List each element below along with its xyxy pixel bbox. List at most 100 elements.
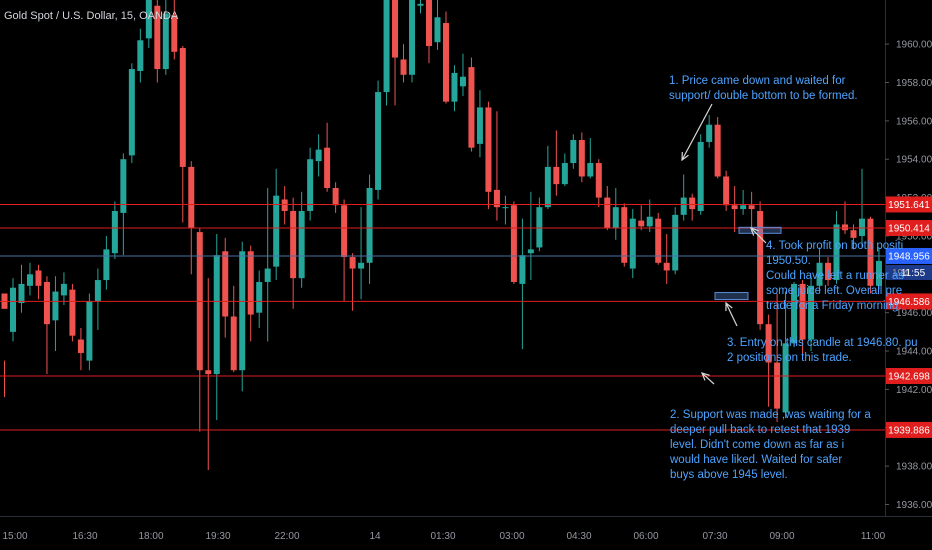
candle-up <box>680 197 687 215</box>
annotation-note-3: 3. Entry on this candle at 1946.80. pu 2… <box>727 337 918 364</box>
candle-up <box>239 251 246 371</box>
candle-down <box>765 324 772 363</box>
candle-down <box>341 205 348 258</box>
candle-up <box>672 214 679 271</box>
x-tick-label: 07:30 <box>702 531 727 542</box>
candle-up <box>120 159 127 213</box>
arrow-note-4 <box>750 227 767 244</box>
candle-down <box>493 189 500 208</box>
candle-up <box>417 3 424 6</box>
candle-up <box>612 207 619 229</box>
candle-down <box>179 47 186 167</box>
candle-up <box>697 141 704 212</box>
candle-down <box>799 283 806 340</box>
candle-down <box>867 218 874 286</box>
candle-up <box>213 255 220 375</box>
candle-up <box>536 207 543 248</box>
partial-tick-label: 194 <box>892 268 909 279</box>
y-tick-label: 1936.000 <box>896 500 932 511</box>
level-price-tag <box>886 219 932 236</box>
level-price-tag <box>886 196 932 213</box>
countdown-tag <box>886 264 932 280</box>
x-tick-label: 14 <box>369 531 381 542</box>
candle-down <box>222 251 229 317</box>
x-tick-label: 15:00 <box>2 531 27 542</box>
candle-up <box>706 124 713 142</box>
candle-up <box>94 280 101 302</box>
candle-up <box>858 218 865 236</box>
candle-down <box>230 316 237 371</box>
candle-down <box>332 187 339 206</box>
candle-up <box>60 283 67 296</box>
level-price-label: 1946.586 <box>888 297 930 308</box>
annotation-note-4: 4. Took profit on both positi 1950.50. C… <box>766 240 905 312</box>
candle-down <box>400 59 407 75</box>
candle-down <box>69 289 76 336</box>
arrow-note-1 <box>681 103 713 161</box>
y-tick-label: 1944.000 <box>896 347 932 358</box>
y-tick-label: 1950.000 <box>896 231 932 242</box>
x-tick-label: 11:00 <box>861 531 886 542</box>
x-tick-label: 06:00 <box>633 531 658 542</box>
x-tick-label: 01:30 <box>430 531 455 542</box>
x-tick-label: 16:30 <box>72 531 97 542</box>
candle-down <box>205 370 212 375</box>
candle-up <box>383 0 390 93</box>
candle-up <box>375 92 382 190</box>
candle-down <box>689 197 696 210</box>
candle-up <box>502 207 509 209</box>
arrow-note-2-head <box>700 372 710 381</box>
countdown-label: 11:55 <box>901 268 926 279</box>
candle-down <box>774 362 781 409</box>
arrow-note-3-head <box>725 301 733 312</box>
candle-up <box>256 281 263 313</box>
level-price-tag <box>886 293 932 310</box>
current-price-tag <box>886 247 932 264</box>
candle-up <box>307 159 314 212</box>
candle-down <box>442 23 449 102</box>
candle-down <box>825 262 832 281</box>
candle-up <box>52 291 59 321</box>
candle-up <box>740 205 747 210</box>
candle-up <box>561 163 568 185</box>
level-price-tag <box>886 368 932 385</box>
candle-up <box>358 262 365 269</box>
candle-down <box>349 257 356 269</box>
y-tick-label: 1958.000 <box>896 78 932 89</box>
candle-down <box>35 270 42 286</box>
candle-down <box>426 0 432 47</box>
candle-down <box>638 220 645 227</box>
candle-down <box>748 205 755 210</box>
arrow-note-1-head <box>681 151 689 162</box>
candle-down <box>290 211 297 279</box>
candle-up <box>103 249 110 281</box>
candle-down <box>77 339 84 353</box>
candle-down <box>247 251 254 315</box>
candle-up <box>782 343 789 413</box>
candle-down <box>188 166 195 229</box>
candle-up <box>145 0 152 39</box>
candle-up <box>111 211 118 254</box>
y-tick-label: 1938.000 <box>896 462 932 473</box>
candle-up <box>629 218 636 269</box>
candle-down <box>392 0 399 58</box>
x-tick-label: 09:00 <box>769 531 794 542</box>
candle-up <box>451 72 458 102</box>
candle-up <box>791 283 798 344</box>
candle-down <box>723 176 730 206</box>
candle-up <box>434 17 441 43</box>
level-price-label: 1942.698 <box>888 372 930 383</box>
x-tick-label: 18:00 <box>138 531 163 542</box>
candle-down <box>604 197 611 229</box>
candle-up <box>527 249 534 254</box>
candle-down <box>171 15 178 52</box>
candle-up <box>162 13 169 70</box>
candle-up <box>18 283 25 304</box>
candle-down <box>850 230 857 238</box>
candle-down <box>154 5 161 70</box>
candle-down <box>595 163 602 198</box>
arrow-note-2 <box>701 372 715 385</box>
candle-down <box>578 140 585 177</box>
